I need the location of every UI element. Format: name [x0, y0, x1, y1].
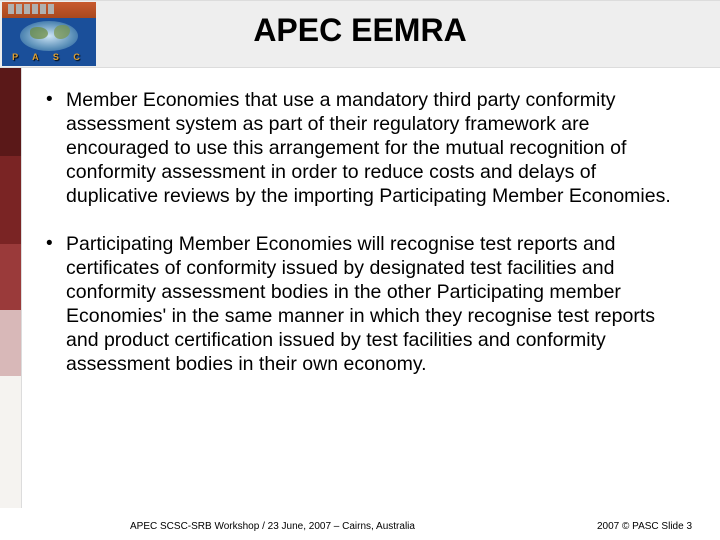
- logo-letters: P A S C: [2, 52, 96, 62]
- bullet-mark: •: [42, 88, 66, 208]
- slide-title: APEC EEMRA: [0, 12, 720, 49]
- bullet-text: Member Economies that use a mandatory th…: [66, 88, 692, 208]
- footer-right: 2007 © PASC Slide 3: [597, 521, 692, 532]
- bullet-text: Participating Member Economies will reco…: [66, 232, 692, 376]
- bullet-item: • Participating Member Economies will re…: [42, 232, 692, 376]
- footer-left: APEC SCSC-SRB Workshop / 23 June, 2007 –…: [130, 521, 415, 532]
- bullet-mark: •: [42, 232, 66, 376]
- left-sidebar-decoration: [0, 68, 22, 508]
- bullet-item: • Member Economies that use a mandatory …: [42, 88, 692, 208]
- slide-footer: APEC SCSC-SRB Workshop / 23 June, 2007 –…: [0, 521, 720, 532]
- slide-body: • Member Economies that use a mandatory …: [42, 88, 692, 400]
